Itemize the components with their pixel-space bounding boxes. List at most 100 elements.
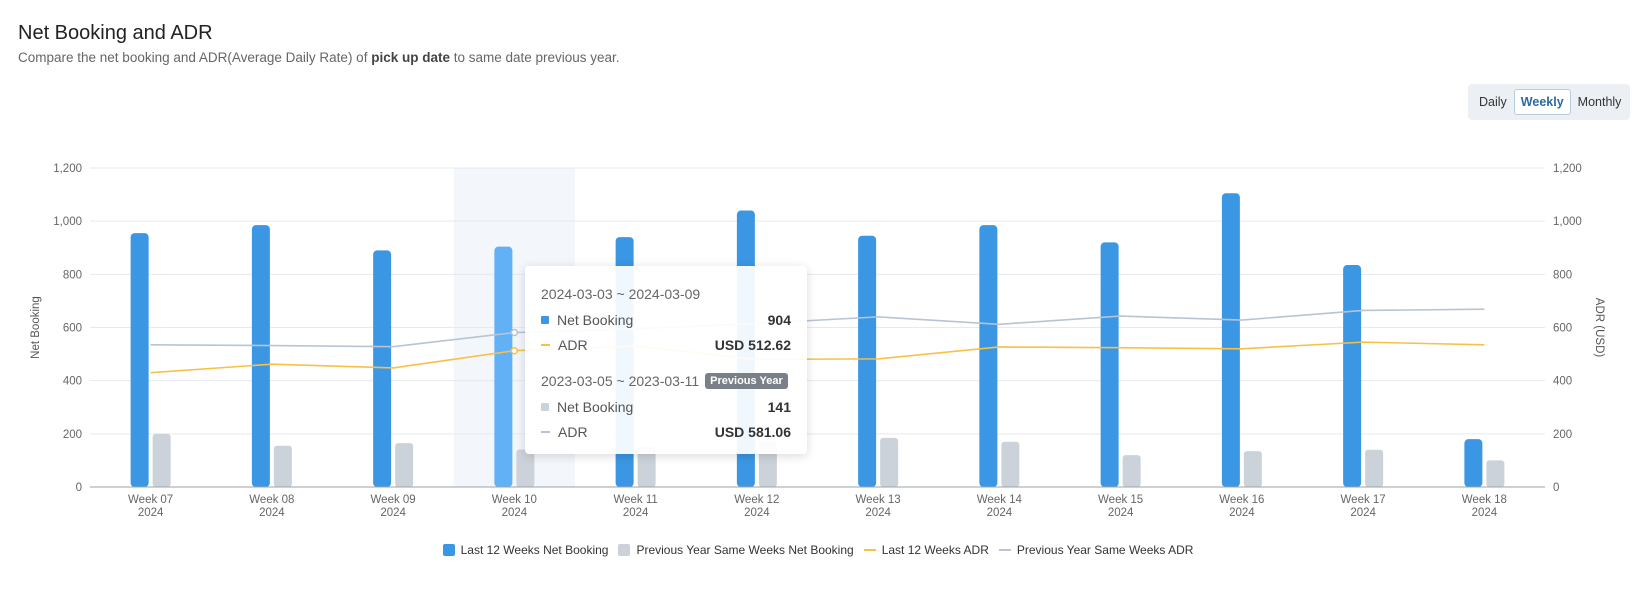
legend-item-current-net[interactable]: Last 12 Weeks Net Booking: [442, 543, 609, 557]
bar-previous-net-booking: [1001, 441, 1020, 487]
x-tick-year-label: 2024: [1229, 507, 1255, 519]
line-previous-adr: [150, 308, 1485, 348]
x-tick-year-label: 2024: [744, 507, 770, 519]
bar-previous-net-booking: [516, 449, 535, 487]
tooltip-previous-period-text: 2023-03-05 ~ 2023-03-11: [541, 372, 700, 389]
line-current-adr: [150, 341, 1485, 374]
x-tick-label: Week 16: [1219, 494, 1264, 506]
x-tick-year-label: 2024: [138, 507, 164, 519]
legend-item-previous-net[interactable]: Previous Year Same Weeks Net Booking: [618, 543, 854, 557]
legend-item-current-adr[interactable]: Last 12 Weeks ADR: [863, 543, 989, 557]
bar-previous-net-booking: [1122, 455, 1141, 487]
x-tick-label: Week 13: [856, 494, 901, 506]
y-tick-label: 1,000: [53, 216, 82, 228]
previous-year-badge: Previous Year: [705, 372, 788, 389]
tooltip-current-adr-row: ADR USD 512.62: [541, 332, 791, 357]
granularity-weekly-button[interactable]: Weekly: [1513, 89, 1571, 115]
bar-previous-net-booking: [273, 445, 292, 487]
legend-swatch-icon: [618, 544, 631, 556]
y-axis-label: Net Booking: [30, 296, 42, 359]
bar-previous-net-booking: [1365, 449, 1384, 487]
x-tick-label: Week 17: [1341, 494, 1386, 506]
tooltip-label: Net Booking: [557, 398, 634, 415]
y-tick-label: 800: [63, 269, 82, 281]
y-tick-label: 600: [63, 323, 82, 335]
x-tick-label: Week 10: [492, 494, 537, 506]
tooltip-label: Net Booking: [557, 311, 634, 328]
legend-line-icon: [998, 549, 1011, 551]
x-tick-label: Week 07: [128, 494, 173, 506]
subtitle-emphasis: pick up date: [371, 50, 450, 65]
x-tick-label: Week 11: [613, 494, 657, 506]
y2-tick-label: 800: [1553, 269, 1572, 281]
granularity-daily-button[interactable]: Daily: [1479, 95, 1507, 109]
tooltip-current-period: 2024-03-03 ~ 2024-03-09: [541, 285, 701, 302]
legend-item-previous-adr[interactable]: Previous Year Same Weeks ADR: [998, 543, 1194, 557]
bar-current-net-booking: [979, 225, 998, 487]
tooltip-label: ADR: [558, 423, 588, 440]
x-tick-year-label: 2024: [1350, 507, 1376, 519]
bar-current-net-booking: [373, 250, 392, 487]
y-tick-label: 200: [63, 429, 82, 441]
bar-previous-net-booking: [637, 447, 656, 487]
x-tick-label: Week 09: [371, 494, 416, 506]
y-tick-label: 400: [63, 376, 82, 388]
x-tick-label: Week 14: [977, 494, 1023, 506]
line-previous-adr-point: [510, 328, 519, 337]
subtitle-text-end: to same date previous year.: [449, 50, 620, 65]
y2-axis-label: ADR (USD): [1593, 298, 1605, 358]
page-title: Net Booking and ADR: [18, 22, 213, 44]
x-tick-year-label: 2024: [502, 507, 528, 519]
tooltip-previous-adr-row: ADR USD 581.06: [541, 419, 791, 444]
x-tick-year-label: 2024: [380, 507, 406, 519]
legend-swatch-icon: [442, 544, 455, 556]
tooltip-value: USD 581.06: [714, 423, 791, 440]
legend-label: Previous Year Same Weeks Net Booking: [636, 543, 854, 557]
adr-line-swatch-icon: [541, 343, 550, 346]
bar-current-net-booking: [1100, 242, 1119, 487]
bar-current-net-booking: [1343, 265, 1362, 487]
bar-current-net-booking: [494, 246, 513, 487]
bar-previous-net-booking: [1486, 460, 1505, 487]
x-tick-year-label: 2024: [259, 507, 285, 519]
y2-tick-label: 200: [1553, 429, 1572, 441]
tooltip-current-net-row: Net Booking 904: [541, 307, 791, 332]
x-tick-label: Week 18: [1462, 494, 1507, 506]
adr-line-swatch-icon: [541, 430, 550, 433]
x-tick-label: Week 15: [1098, 494, 1143, 506]
tooltip-value: USD 512.62: [714, 336, 791, 353]
x-tick-year-label: 2024: [1472, 507, 1498, 519]
y2-tick-label: 600: [1553, 323, 1572, 335]
page-subtitle: Compare the net booking and ADR(Average …: [18, 50, 620, 65]
x-tick-label: Week 08: [249, 494, 294, 506]
bar-current-net-booking: [858, 235, 877, 487]
net-booking-swatch-icon: [541, 402, 549, 411]
y2-tick-label: 1,000: [1553, 216, 1582, 228]
x-tick-year-label: 2024: [865, 507, 891, 519]
x-tick-label: Week 12: [734, 494, 779, 506]
granularity-toggle: Daily Weekly Monthly: [1468, 84, 1630, 120]
legend-label: Last 12 Weeks ADR: [881, 543, 989, 557]
legend-line-icon: [863, 549, 876, 551]
bar-current-net-booking: [1464, 439, 1483, 487]
granularity-monthly-button[interactable]: Monthly: [1577, 95, 1622, 109]
bar-current-net-booking: [251, 225, 270, 487]
line-current-adr-point: [510, 346, 519, 355]
bar-previous-net-booking: [880, 437, 899, 487]
y-tick-label: 1,200: [53, 163, 82, 175]
x-tick-year-label: 2024: [987, 507, 1013, 519]
bar-previous-net-booking: [395, 443, 414, 487]
bar-current-net-booking: [130, 233, 149, 487]
y-tick-label: 0: [76, 482, 82, 494]
y2-tick-label: 0: [1553, 482, 1559, 494]
legend-label: Last 12 Weeks Net Booking: [460, 543, 609, 557]
bar-previous-net-booking: [152, 433, 171, 487]
tooltip-previous-net-row: Net Booking 141: [541, 394, 791, 419]
x-tick-year-label: 2024: [623, 507, 649, 519]
legend-label: Previous Year Same Weeks ADR: [1016, 543, 1194, 557]
x-tick-year-label: 2024: [1108, 507, 1134, 519]
bar-current-net-booking: [1221, 193, 1240, 488]
tooltip-label: ADR: [558, 336, 588, 353]
tooltip-value: 141: [767, 398, 791, 415]
